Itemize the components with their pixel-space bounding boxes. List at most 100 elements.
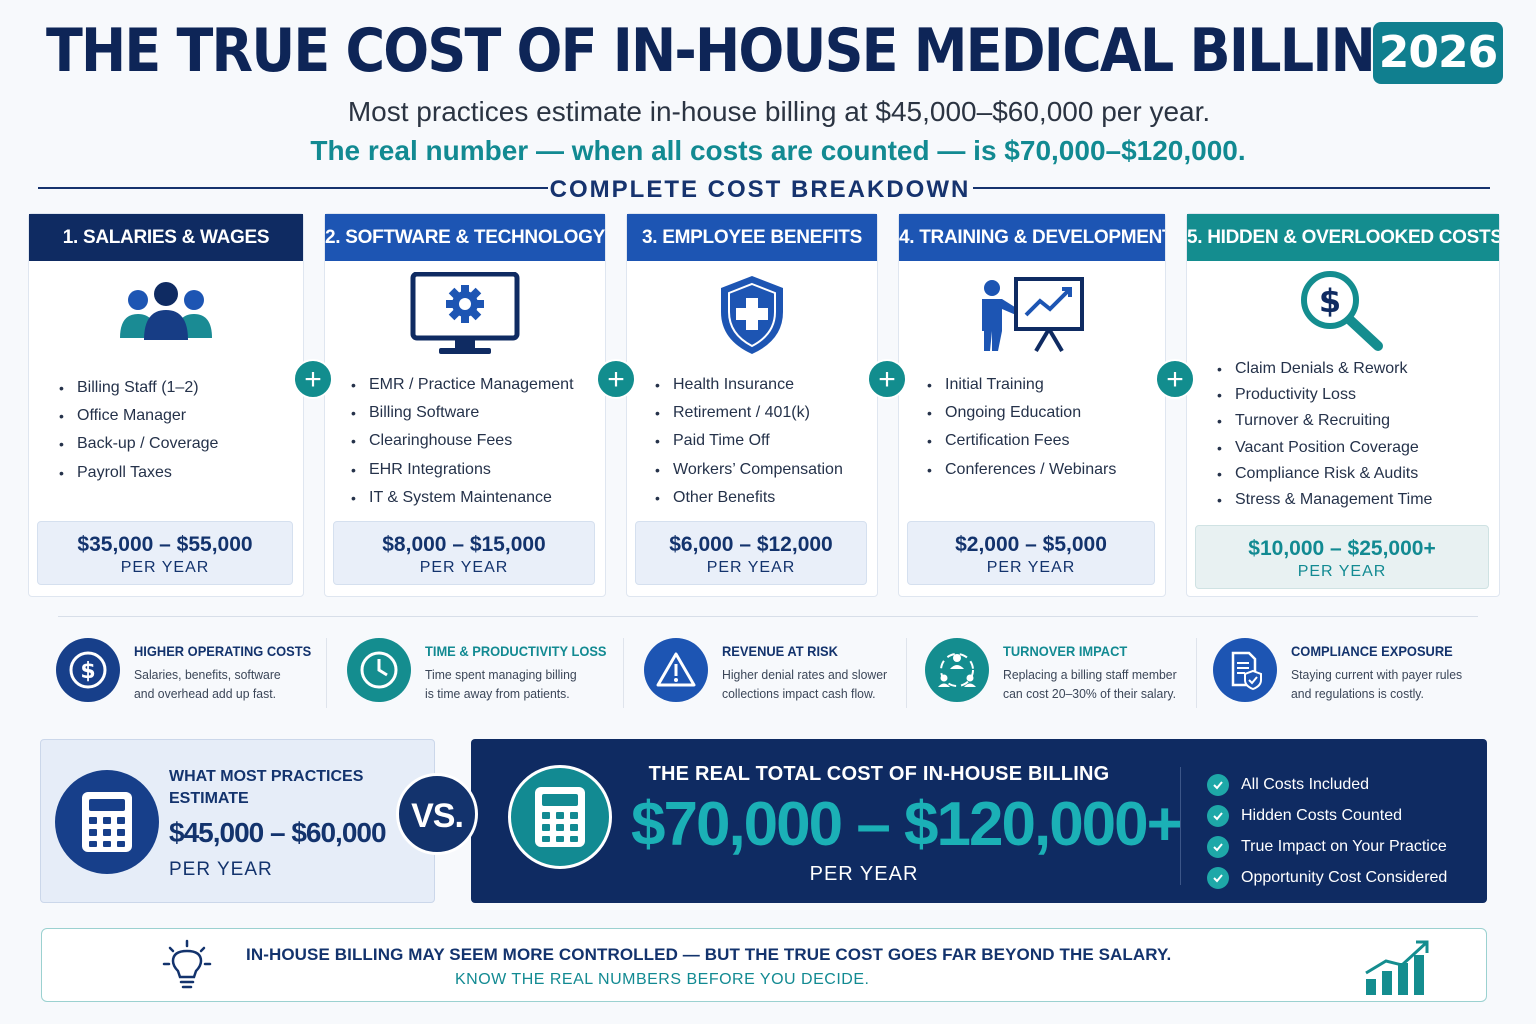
section-title: COMPLETE COST BREAKDOWN <box>549 176 971 203</box>
price-unit: PER YEAR <box>986 559 1076 576</box>
page-title: THE TRUE COST OF IN-HOUSE MEDICAL BILLIN… <box>46 16 1418 86</box>
presentation-icon <box>899 270 1165 360</box>
price-unit: PER YEAR <box>706 559 796 576</box>
list-item: IT & System Maintenance <box>351 484 574 512</box>
price-unit: PER YEAR <box>1297 563 1387 580</box>
list-item: EHR Integrations <box>351 456 574 484</box>
team-cycle-icon <box>925 638 989 702</box>
footer-banner: IN-HOUSE BILLING MAY SEEM MORE CONTROLLE… <box>41 928 1487 1002</box>
impact-title: COMPLIANCE EXPOSURE <box>1291 643 1453 659</box>
lightbulb-icon <box>162 939 212 1000</box>
calculator-icon <box>55 770 159 874</box>
list-item: Conferences / Webinars <box>927 456 1116 484</box>
list-item: Workers’ Compensation <box>655 456 843 484</box>
check-icon <box>1207 835 1229 858</box>
list-item: Certification Fees <box>927 427 1116 455</box>
impact-title: HIGHER OPERATING COSTS <box>134 643 312 659</box>
impact-time-loss: TIME & PRODUCTIVITY LOSS Time spent mana… <box>347 636 609 710</box>
warning-icon <box>644 638 708 702</box>
list-item: Vacant Position Coverage <box>1217 435 1432 461</box>
price-unit: PER YEAR <box>120 559 210 576</box>
real-cost-label: THE REAL TOTAL COST OF IN-HOUSE BILLING <box>648 763 1110 785</box>
growth-chart-icon <box>1362 937 1432 1002</box>
price-box: $35,000 – $55,000 PER YEAR <box>37 521 293 585</box>
price-box: $2,000 – $5,000 PER YEAR <box>907 521 1155 585</box>
checklist: All Costs Included Hidden Costs Counted … <box>1207 769 1447 893</box>
magnifier-dollar-icon: $ <box>1187 268 1499 352</box>
check-item: All Costs Included <box>1207 769 1447 800</box>
divider-line <box>38 187 548 189</box>
vs-badge: VS. <box>396 773 478 855</box>
price-value: $6,000 – $12,000 <box>669 533 833 556</box>
list-item: Stress & Management Time <box>1217 487 1432 513</box>
year-badge: 2026 <box>1373 22 1503 84</box>
impact-description: Staying current with payer rules and regu… <box>1291 667 1463 701</box>
shield-plus-icon <box>627 270 877 360</box>
list-item: Health Insurance <box>655 371 843 399</box>
calculator-icon <box>508 765 612 869</box>
svg-text:$: $ <box>1319 282 1341 320</box>
check-item: Opportunity Cost Considered <box>1207 862 1447 893</box>
divider-line <box>1196 638 1197 708</box>
impact-compliance: COMPLIANCE EXPOSURE Staying current with… <box>1213 636 1483 710</box>
real-cost-unit: PER YEAR <box>809 863 919 885</box>
list-item: Office Manager <box>59 402 218 430</box>
plus-icon: + <box>596 359 636 399</box>
list-item: Retirement / 401(k) <box>655 399 843 427</box>
list-item: Ongoing Education <box>927 399 1116 427</box>
price-value: $8,000 – $15,000 <box>382 533 546 556</box>
check-icon <box>1207 773 1229 796</box>
cost-card-hidden: 5. HIDDEN & OVERLOOKED COSTS $ Claim Den… <box>1186 213 1500 597</box>
price-box: $6,000 – $12,000 PER YEAR <box>635 521 867 585</box>
card-title: 1. SALARIES & WAGES <box>29 214 303 261</box>
plus-icon: + <box>867 359 907 399</box>
divider-line <box>326 638 327 708</box>
list-item: Clearinghouse Fees <box>351 427 574 455</box>
card-list: Health Insurance Retirement / 401(k) Pai… <box>655 371 843 512</box>
price-unit: PER YEAR <box>419 559 509 576</box>
dollar-coin-icon: $ <box>56 638 120 702</box>
footer-call-to-action: KNOW THE REAL NUMBERS BEFORE YOU DECIDE. <box>455 971 870 988</box>
price-value: $2,000 – $5,000 <box>955 533 1107 556</box>
cost-card-salaries: 1. SALARIES & WAGES Billing Staff (1–2) … <box>28 213 304 597</box>
list-item: Productivity Loss <box>1217 382 1432 408</box>
check-item: Hidden Costs Counted <box>1207 800 1447 831</box>
impact-description: Higher denial rates and slower collection… <box>722 667 888 701</box>
people-icon <box>29 270 303 360</box>
cost-card-benefits: 3. EMPLOYEE BENEFITS Health Insurance Re… <box>626 213 878 597</box>
impact-description: Salaries, benefits, software and overhead… <box>134 667 281 701</box>
plus-icon: + <box>1155 359 1195 399</box>
card-list: Billing Staff (1–2) Office Manager Back-… <box>59 374 218 487</box>
svg-text:$: $ <box>80 659 95 684</box>
estimate-label: WHAT MOST PRACTICES ESTIMATE <box>169 768 364 807</box>
divider-line <box>623 638 624 708</box>
card-title: 3. EMPLOYEE BENEFITS <box>627 214 877 261</box>
card-list: EMR / Practice Management Billing Softwa… <box>351 371 574 512</box>
list-item: Compliance Risk & Audits <box>1217 461 1432 487</box>
card-title: 2. SOFTWARE & TECHNOLOGY <box>325 214 605 261</box>
price-value: $35,000 – $55,000 <box>77 533 253 556</box>
divider-line <box>906 638 907 708</box>
document-shield-icon <box>1213 638 1277 702</box>
card-title: 4. TRAINING & DEVELOPMENT <box>899 214 1165 261</box>
estimate-value: $45,000 – $60,000 <box>169 817 387 848</box>
list-item: Claim Denials & Rework <box>1217 356 1432 382</box>
impact-description: Replacing a billing staff member can cost… <box>1003 667 1177 701</box>
impact-turnover: TURNOVER IMPACT Replacing a billing staf… <box>925 636 1195 710</box>
impact-title: TIME & PRODUCTIVITY LOSS <box>425 643 607 659</box>
list-item: Payroll Taxes <box>59 459 218 487</box>
list-item: Turnover & Recruiting <box>1217 408 1432 434</box>
list-item: Billing Staff (1–2) <box>59 374 218 402</box>
impact-revenue-risk: REVENUE AT RISK Higher denial rates and … <box>644 636 906 710</box>
list-item: Back-up / Coverage <box>59 430 218 458</box>
list-item: EMR / Practice Management <box>351 371 574 399</box>
price-value: $10,000 – $25,000+ <box>1248 537 1436 560</box>
impact-description: Time spent managing billing is time away … <box>425 667 577 701</box>
list-item: Billing Software <box>351 399 574 427</box>
check-item: True Impact on Your Practice <box>1207 831 1447 862</box>
impact-title: TURNOVER IMPACT <box>1003 643 1128 659</box>
card-list: Initial Training Ongoing Education Certi… <box>927 371 1116 484</box>
real-cost-panel: THE REAL TOTAL COST OF IN-HOUSE BILLING … <box>471 739 1487 903</box>
divider-line <box>973 187 1490 189</box>
impact-operating-costs: $ HIGHER OPERATING COSTS Salaries, benef… <box>56 636 318 710</box>
